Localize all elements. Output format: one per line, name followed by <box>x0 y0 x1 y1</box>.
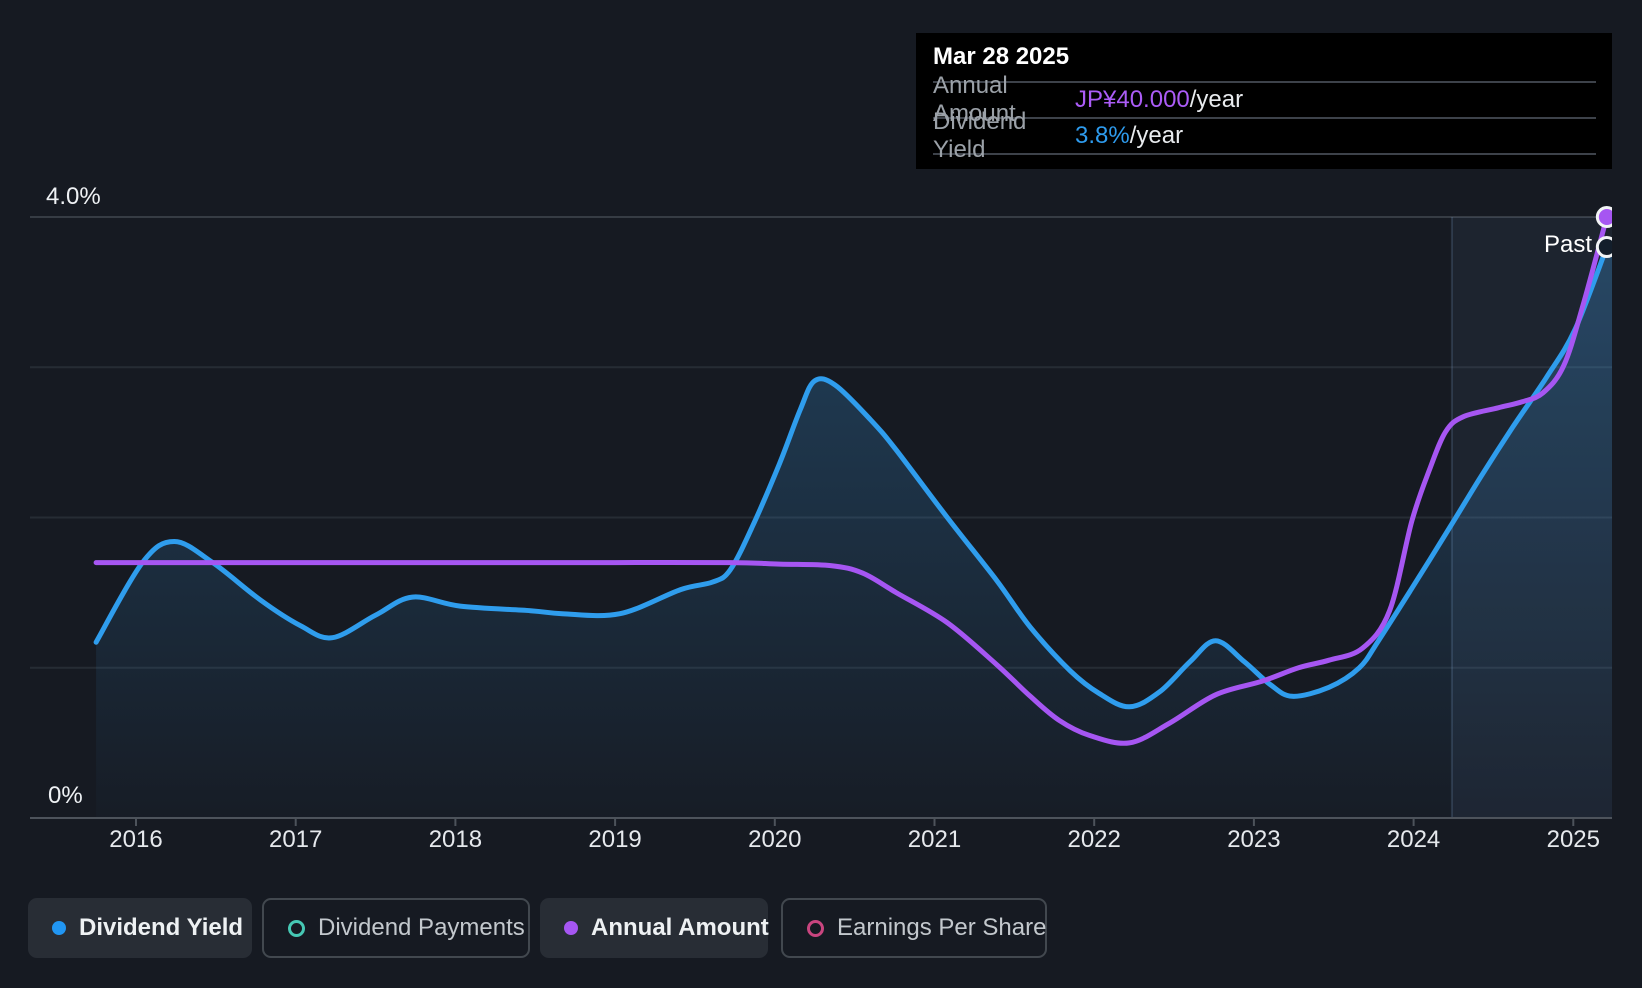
tooltip-suffix: /year <box>1129 122 1184 149</box>
x-axis-label-2021: 2021 <box>907 826 962 853</box>
tooltip-row-dividend-yield: Dividend Yield 3.8%/year <box>916 108 1612 163</box>
x-axis-label-2020: 2020 <box>748 826 802 853</box>
legend-label: Dividend Yield <box>79 914 244 941</box>
dividend-payments-swatch-icon <box>288 919 305 937</box>
tooltip-label: Annual Amount <box>933 72 1016 127</box>
annual-amount-end-marker <box>1595 206 1612 228</box>
annual-amount-line <box>93 214 1610 746</box>
x-axis-label-2019: 2019 <box>588 826 642 853</box>
tooltip-value: 3.8% <box>1075 122 1130 149</box>
legend-item-dividend-yield[interactable]: Dividend Yield <box>28 898 252 958</box>
tooltip-divider <box>933 117 1596 119</box>
tooltip-row-annual-amount: Annual Amount JP¥40.000/year <box>916 72 1612 127</box>
x-axis-label-2023: 2023 <box>1227 826 1281 853</box>
tooltip-value: JP¥40.000 <box>1075 86 1190 113</box>
past-region-overlay <box>1451 217 1612 818</box>
legend-label: Dividend Payments <box>318 914 525 941</box>
past-region-label: Past <box>1543 231 1592 258</box>
legend-item-annual-amount[interactable]: Annual Amount <box>540 898 769 958</box>
y-axis-label-zero: 0% <box>48 782 83 809</box>
legend-label: Annual Amount <box>591 914 769 941</box>
legend-item-dividend-payments[interactable]: Dividend Payments <box>262 898 530 958</box>
earnings-per-share-swatch-icon <box>807 919 824 937</box>
legend-label: Earnings Per Share <box>837 914 1047 941</box>
x-axis-label-2018: 2018 <box>428 826 483 853</box>
x-axis-label-2025: 2025 <box>1546 826 1600 853</box>
tooltip-date: Mar 28 2025 <box>933 43 1070 70</box>
tooltip-suffix: /year <box>1189 86 1244 113</box>
tooltip-divider <box>933 153 1596 155</box>
legend-item-earnings-per-share[interactable]: Earnings Per Share <box>781 898 1047 958</box>
chart-tooltip: Mar 28 2025 Annual Amount JP¥40.000/year… <box>916 33 1612 169</box>
dividend-yield-area <box>96 247 1612 818</box>
dividend-yield-swatch-icon <box>52 921 66 935</box>
x-axis-label-2017: 2017 <box>268 826 323 853</box>
dividend-yield-line <box>93 244 1610 710</box>
x-axis-label-2024: 2024 <box>1386 826 1441 853</box>
x-axis-label-2016: 2016 <box>109 826 163 853</box>
annual-amount-swatch-icon <box>564 921 578 935</box>
x-axis-label-2022: 2022 <box>1067 826 1121 853</box>
y-axis-label-top: 4.0% <box>46 183 101 210</box>
tooltip-label: Dividend Yield <box>933 108 1027 163</box>
dividend-yield-end-marker <box>1595 236 1612 259</box>
tooltip-divider <box>933 81 1596 83</box>
